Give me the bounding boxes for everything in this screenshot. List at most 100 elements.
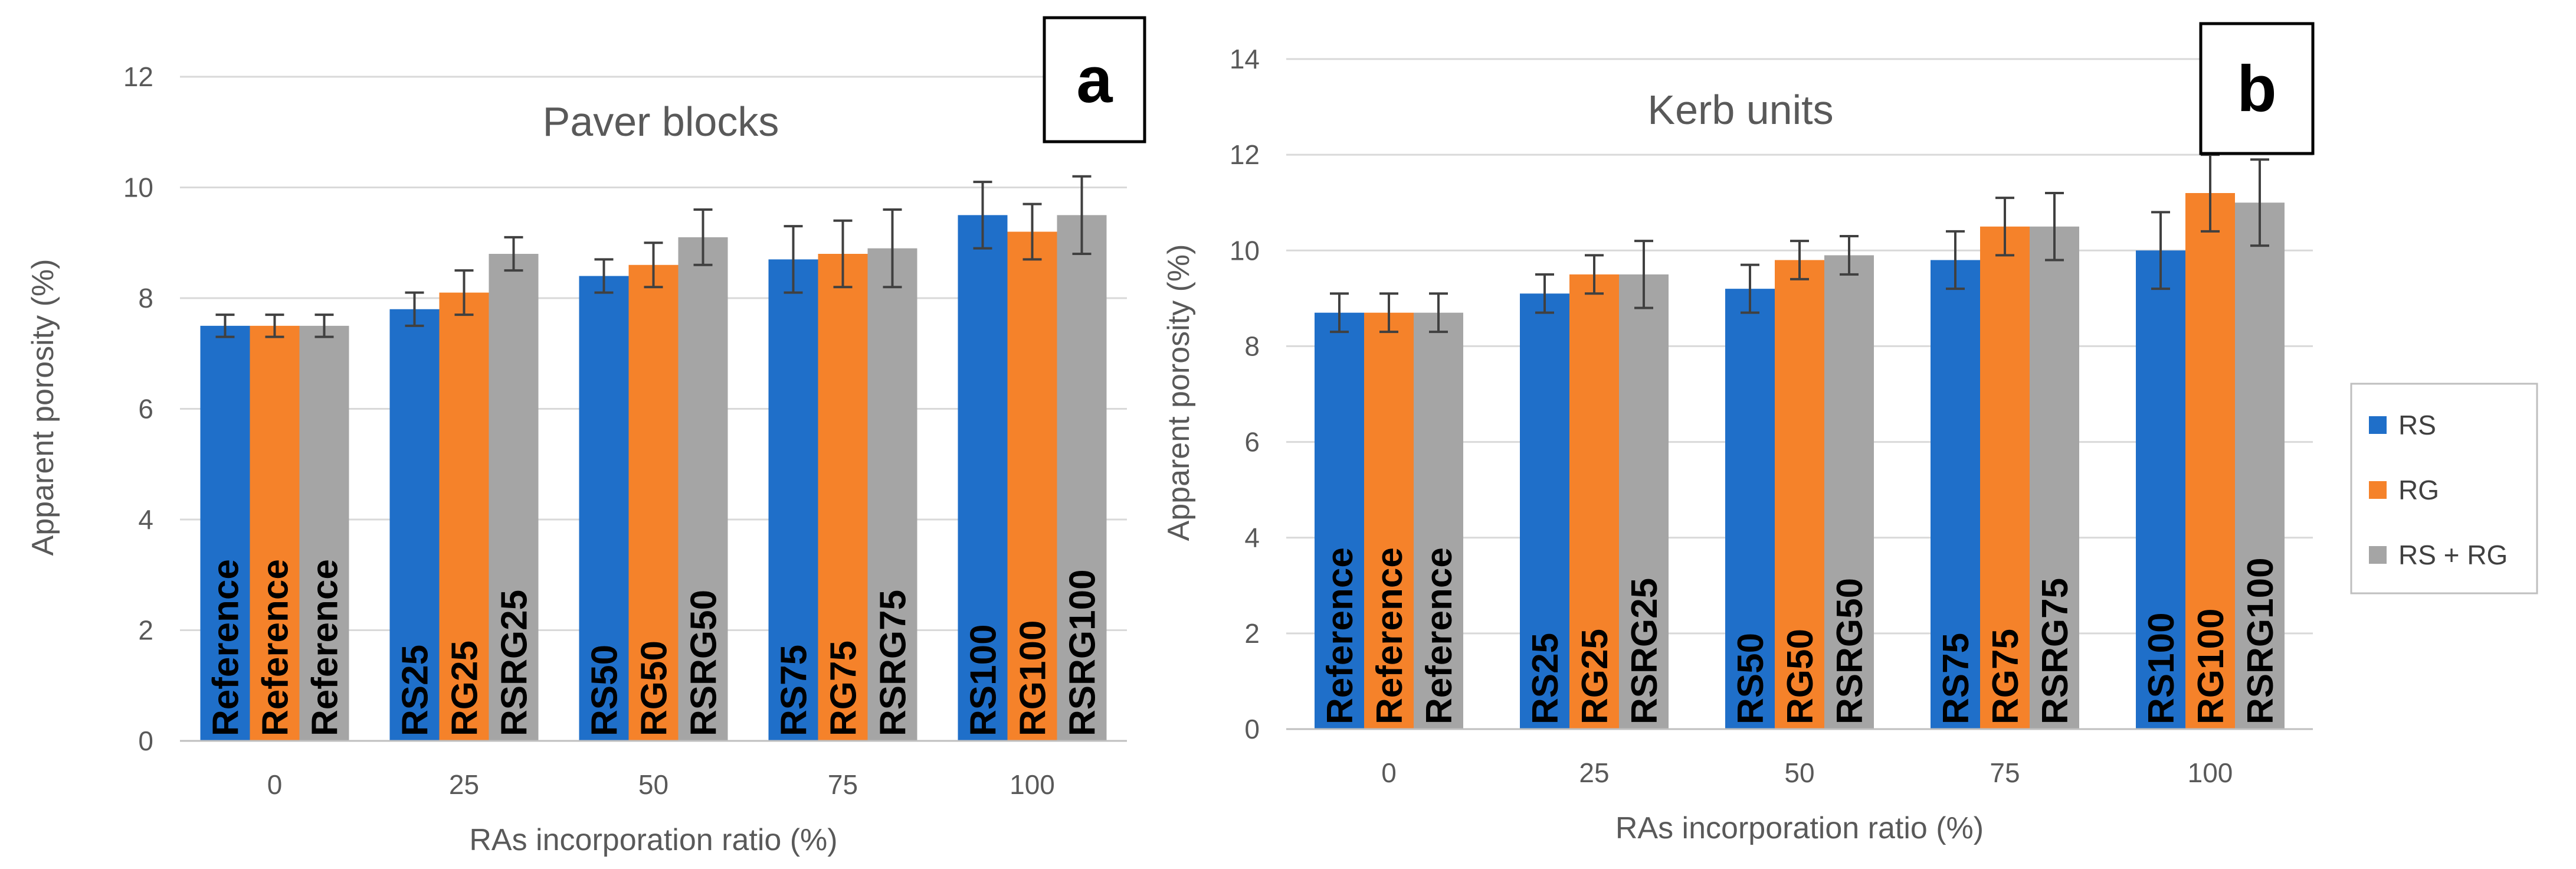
legend: RS RG RS + RG [2350,383,2538,594]
x-tick-label: 100 [1010,769,1055,800]
bar-label: RSRG100 [1063,569,1103,736]
bar [867,248,917,741]
y-tick-label: 10 [1230,235,1260,266]
bar [958,215,1008,741]
legend-swatch [2369,481,2387,499]
bar-label: Reference [206,559,247,736]
y-tick-label: 0 [138,726,153,756]
y-tick-label: 0 [1244,714,1260,744]
bar [818,254,868,741]
y-tick-label: 8 [1244,331,1260,361]
chart-title: Kerb units [1647,87,1833,133]
x-tick-label: 75 [828,769,858,800]
y-tick-label: 14 [1230,44,1260,74]
legend-label: RG [2398,475,2439,505]
legend-swatch [2369,416,2387,434]
y-tick-label: 12 [123,61,153,92]
y-axis-title: Apparent porosity (%) [1162,244,1196,541]
bar [299,325,349,741]
bar-label: RS50 [1731,633,1771,724]
bar-label: Reference [305,559,346,736]
bar-label: RSRG100 [2240,557,2281,724]
x-tick-label: 25 [1579,757,1609,788]
legend-label: RS [2398,410,2436,440]
x-tick-label: 75 [1990,757,2020,788]
panel-letter: b [2237,53,2276,125]
bar-label: RG25 [1575,629,1615,724]
bar [1775,260,1824,729]
y-tick-label: 4 [138,504,153,535]
x-tick-label: 50 [638,769,668,800]
bar [200,325,250,741]
bar-label: RG75 [824,641,864,736]
bar [2235,202,2285,729]
bar-label: RSRG25 [1624,578,1665,724]
bar-label: RG100 [1013,620,1054,736]
y-tick-label: 6 [138,394,153,424]
bar [1315,312,1364,729]
bar-label: RS75 [1936,633,1977,724]
x-axis-title: RAs incorporation ratio (%) [469,823,837,857]
bar [389,309,440,741]
bar [1520,293,1569,729]
bar [2185,193,2235,729]
bar [1057,215,1107,741]
legend-label: RS + RG [2398,540,2508,570]
y-tick-label: 4 [1244,522,1260,553]
bar [1824,255,1874,730]
bar [439,292,489,741]
y-tick-label: 2 [138,615,153,646]
bar [1725,289,1775,730]
panel-letter-box [2199,22,2315,155]
x-tick-label: 0 [267,769,283,800]
bar [1364,312,1414,729]
bar [489,254,539,741]
bar-label: RS100 [963,624,1004,736]
bar [768,259,818,741]
bar-label: RSRG50 [1830,578,1870,724]
y-tick-label: 2 [1244,618,1260,649]
bar [250,325,300,741]
y-tick-label: 12 [1230,139,1260,170]
bar [1980,226,2030,729]
chart-title: Paver blocks [543,99,779,145]
bar-label: RS75 [774,645,815,736]
bar-label: RSRG25 [494,590,535,736]
x-tick-label: 0 [1381,757,1397,788]
bar-label: RS25 [395,645,436,736]
bar-label: RG50 [1780,629,1821,724]
bar [2030,226,2079,729]
bar-label: Reference [255,559,296,736]
bar [579,276,629,741]
x-tick-label: 50 [1784,757,1814,788]
legend-swatch [2369,546,2387,564]
bar [628,264,679,741]
bar-label: RSRG50 [684,590,725,736]
bar [1414,312,1463,729]
bar-label: RS25 [1525,633,1566,724]
bar-label: RS100 [2141,612,2182,724]
bar-label: RSRG75 [2035,578,2076,724]
bar [1007,231,1057,741]
x-tick-label: 25 [449,769,479,800]
bar-label: Reference [1419,547,1460,724]
bar [678,237,728,741]
bar-label: RSRG75 [873,590,914,736]
bar-label: RG100 [2191,609,2231,724]
bar-label: RG50 [634,641,675,736]
bar-label: Reference [1369,547,1410,724]
bar-label: RS50 [585,645,625,736]
y-tick-label: 10 [123,172,153,203]
bar-label: Reference [1320,547,1361,724]
bar-label: RG75 [1985,629,2026,724]
y-tick-label: 6 [1244,427,1260,458]
bar [1931,260,1980,729]
bar [1569,274,1619,730]
bar-label: RG25 [445,641,486,736]
y-axis-title: Apparent porosity (%) [26,259,60,556]
bar [1619,274,1669,730]
bar [2136,250,2185,729]
